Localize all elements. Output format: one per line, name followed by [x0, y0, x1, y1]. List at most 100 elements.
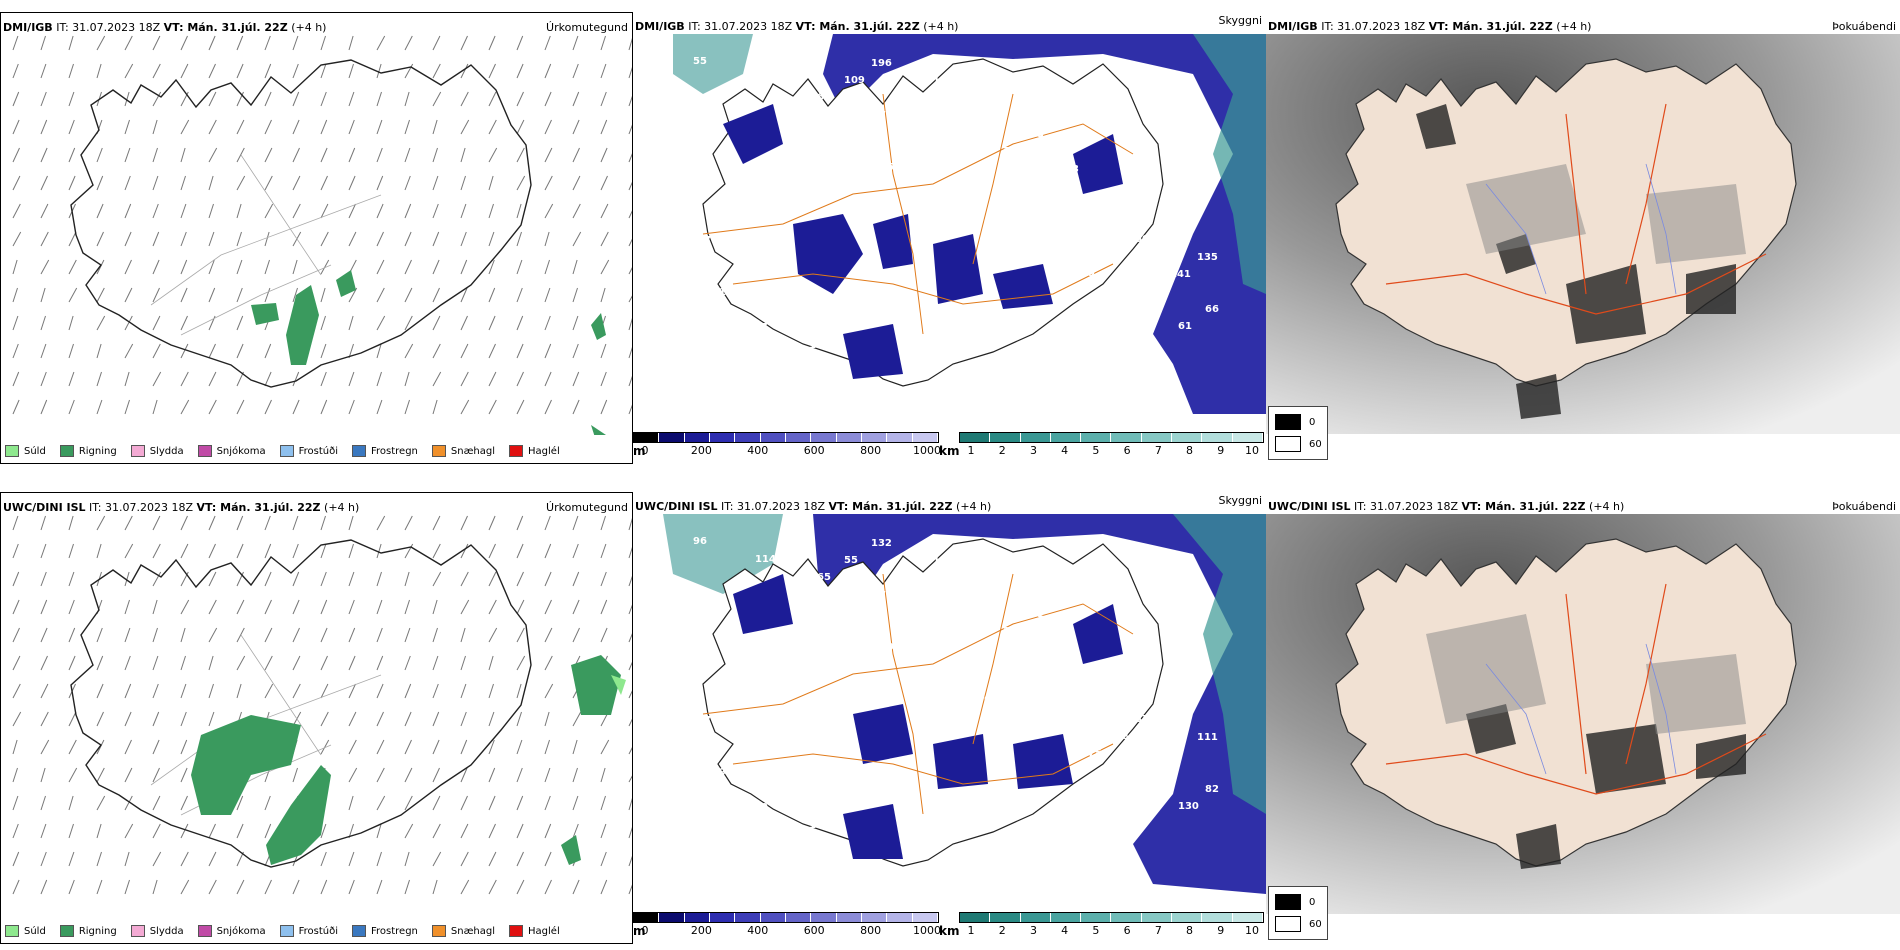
wind-barb [320, 851, 327, 867]
wind-barb [124, 175, 131, 191]
wind-barb [516, 231, 522, 247]
wind-barb [180, 795, 188, 811]
wind-barb [600, 287, 606, 303]
wind-barb [124, 287, 133, 303]
colorbar-tick: 9 [1217, 924, 1225, 937]
wind-barb [12, 399, 20, 415]
wind-barb [432, 259, 440, 275]
visibility-value-label: 132 [871, 538, 892, 549]
wind-barb [628, 855, 632, 867]
wind-barb [628, 37, 632, 51]
wind-barb [544, 35, 551, 51]
wind-barb [152, 739, 160, 755]
legend-item: Súld [5, 925, 46, 937]
visibility-value-label: 8 [739, 750, 746, 761]
visibility-value-label: 42 [1038, 661, 1052, 672]
wind-barb [516, 739, 523, 755]
wind-barb [432, 851, 442, 867]
wind-barb [628, 690, 632, 699]
visibility-value-label: 87 [976, 643, 990, 654]
visibility-unit: m [633, 924, 646, 938]
colorbar-segment [1202, 913, 1233, 922]
wind-barb [152, 259, 160, 275]
wind-barb [376, 627, 383, 643]
wind-barb [600, 879, 608, 895]
colorbar-segment [709, 433, 736, 442]
colorbar-tick: 600 [803, 924, 825, 937]
visibility-map: 96 122 92 92 175 130 114 59 79 138 135 172 65 118 95 11… [633, 514, 1266, 914]
panel-title: Skyggni [1218, 494, 1262, 507]
wind-barb [320, 119, 328, 135]
wind-barb [40, 851, 47, 867]
wind-barb [236, 63, 244, 79]
wind-barb [488, 543, 496, 559]
visibility-value-label: 74 [1003, 146, 1017, 157]
fog-panel-row2: UWC/DINI ISL IT: 31.07.2023 18Z VT: Mán.… [1266, 492, 1900, 944]
wind-barb [460, 627, 466, 643]
wind-barb [516, 119, 525, 135]
wind-barb [320, 63, 327, 79]
wind-barb [40, 683, 49, 699]
wind-barb [152, 231, 160, 247]
wind-barb [320, 203, 329, 219]
legend-item: Rigning [59, 445, 117, 457]
wind-barb [124, 543, 134, 559]
legend-item: Rigning [59, 925, 117, 937]
wind-barb [376, 287, 385, 303]
visibility-value-label: 63 [906, 573, 920, 584]
wind-barb [572, 315, 579, 331]
fog-legend-item: 0 [1275, 894, 1315, 910]
colorbar-segment [990, 433, 1021, 442]
colorbar-segment [960, 913, 991, 922]
fog-legend: 0 60 [1268, 886, 1328, 940]
wind-barb [236, 203, 242, 219]
wind-barb [264, 823, 272, 839]
wind-barb [68, 175, 76, 191]
visibility-value-label: 43 [801, 288, 815, 299]
wind-barb [600, 91, 607, 107]
wind-barb [544, 371, 552, 387]
wind-barb [124, 515, 133, 531]
visibility-value-label: 70 [704, 235, 718, 246]
wind-barb [488, 571, 497, 587]
colorbar-segment [1172, 433, 1203, 442]
visibility-value-label: 92 [887, 642, 901, 653]
wind-barb [320, 287, 326, 303]
wind-barb [152, 599, 158, 615]
wind-barb [152, 175, 159, 191]
visibility-value-label: 70 [995, 94, 1009, 105]
wind-barb [600, 259, 610, 275]
wind-barb [628, 633, 632, 643]
wind-barb [488, 399, 497, 415]
wind-barb [544, 203, 554, 219]
visibility-value-label: 87 [1170, 749, 1184, 760]
fog-legend: 0 60 [1268, 406, 1328, 460]
visibility-value-label: 66 [1065, 644, 1079, 655]
colorbar-segment [1050, 433, 1082, 442]
wind-barb [40, 739, 50, 755]
wind-barb [516, 823, 524, 839]
wind-barb [152, 63, 161, 79]
wind-barb [516, 371, 524, 387]
wind-barb [68, 739, 77, 755]
wind-barb [96, 35, 106, 51]
visibility-value-label: 51 [887, 162, 901, 173]
wind-barb [12, 823, 19, 839]
wind-barb [12, 231, 22, 247]
wind-barb [348, 739, 357, 755]
wind-barb [348, 571, 355, 587]
visibility-value-label: 81 [1030, 609, 1044, 620]
wind-barb [628, 67, 632, 79]
precip-type-legend: Súld Rigning Slydda Snjókoma Frostúði Fr… [5, 925, 560, 937]
wind-barb [292, 203, 301, 219]
wind-barb [572, 795, 579, 811]
wind-barb [208, 399, 217, 415]
wind-barb [236, 175, 246, 191]
wind-barb [600, 203, 609, 219]
wind-barb [96, 63, 102, 79]
visibility-value-label: 68 [817, 92, 831, 103]
wind-barb [460, 203, 467, 219]
wind-barb [264, 91, 272, 107]
panel-header: UWC/DINI ISL IT: 31.07.2023 18Z VT: Mán.… [3, 501, 360, 514]
wind-barb [376, 739, 385, 755]
